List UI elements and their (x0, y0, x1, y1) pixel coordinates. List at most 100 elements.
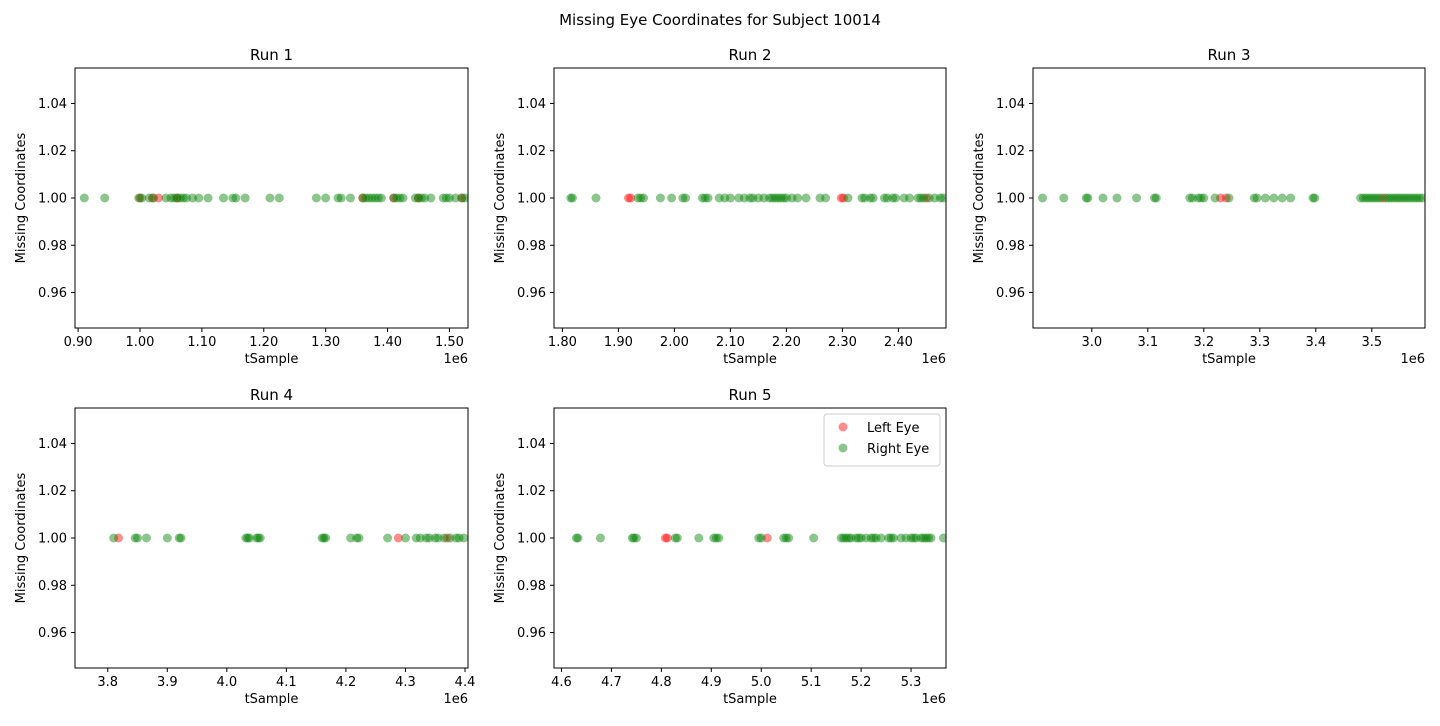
point-right-eye (370, 193, 380, 203)
point-left-eye (393, 533, 403, 543)
point-right-eye (899, 193, 909, 203)
point-right-eye (591, 193, 601, 203)
point-right-eye (767, 193, 777, 203)
y-tick-label: 1.04 (996, 97, 1025, 112)
y-tick-label: 1.00 (517, 192, 546, 207)
x-offset-label: 1e6 (921, 352, 946, 367)
x-tick-label: 3.0 (1081, 335, 1102, 350)
subplot-title: Run 4 (250, 386, 293, 404)
point-right-eye (144, 193, 154, 203)
point-right-eye (457, 193, 467, 203)
point-right-eye (240, 193, 250, 203)
point-right-eye (400, 533, 410, 543)
point-right-eye (413, 193, 423, 203)
point-right-eye (361, 193, 371, 203)
x-tick-label: 2.00 (660, 335, 689, 350)
x-tick-label: 1.30 (311, 335, 340, 350)
point-right-eye (720, 193, 730, 203)
point-right-eye (1151, 193, 1161, 203)
point-right-eye (809, 533, 819, 543)
point-right-eye (253, 533, 263, 543)
point-right-eye (410, 193, 420, 203)
point-left-eye (626, 193, 636, 203)
point-right-eye (857, 193, 867, 203)
subplot-run-3: 3.0 3.1 3.2 3.3 3.4 3.5 0.96 0.98 1.00 1.02 1.04 Ru… (972, 46, 1426, 367)
point-right-eye (879, 193, 889, 203)
point-right-eye (754, 533, 764, 543)
point-right-eye (854, 533, 864, 543)
point-right-eye (421, 533, 431, 543)
x-tick-label: 3.2 (1193, 335, 1214, 350)
point-right-eye (460, 193, 468, 203)
point-right-eye (1308, 193, 1318, 203)
point-right-eye (1356, 193, 1366, 203)
point-right-eye (203, 193, 213, 203)
points-group (1038, 193, 1425, 203)
point-right-eye (595, 533, 605, 543)
point-right-eye (1185, 193, 1195, 203)
point-right-eye (938, 193, 946, 203)
y-tick-label: 0.98 (517, 239, 546, 254)
point-right-eye (417, 193, 427, 203)
point-right-eye (759, 193, 769, 203)
point-right-eye (1277, 193, 1287, 203)
x-tick-label: 5.2 (851, 675, 872, 690)
point-right-eye (739, 193, 749, 203)
x-tick-label: 3.3 (1249, 335, 1270, 350)
x-tick-label: 5.1 (801, 675, 822, 690)
y-tick-label: 1.00 (996, 192, 1025, 207)
point-right-eye (801, 193, 811, 203)
point-right-eye (926, 533, 936, 543)
point-right-eye (639, 193, 649, 203)
point-right-eye (921, 533, 931, 543)
x-tick-label: 0.90 (64, 335, 93, 350)
x-tick-label: 1.80 (548, 335, 577, 350)
point-left-eye (172, 193, 182, 203)
point-right-eye (274, 193, 284, 203)
legend-marker (838, 443, 848, 453)
point-right-eye (793, 193, 803, 203)
point-left-eye (147, 193, 157, 203)
point-right-eye (321, 533, 331, 543)
point-right-eye (901, 533, 911, 543)
point-left-eye (1221, 193, 1231, 203)
point-right-eye (815, 193, 825, 203)
x-tick-label: 4.6 (551, 675, 572, 690)
point-right-eye (392, 193, 402, 203)
point-right-eye (714, 193, 724, 203)
point-right-eye (631, 533, 641, 543)
point-right-eye (866, 533, 876, 543)
point-right-eye (913, 193, 923, 203)
point-right-eye (888, 193, 898, 203)
point-right-eye (1409, 193, 1419, 203)
point-right-eye (389, 193, 399, 203)
point-right-eye (241, 533, 251, 543)
x-axis-label: tSample (723, 352, 777, 367)
x-tick-label: 5.3 (901, 675, 922, 690)
point-left-eye (762, 533, 772, 543)
point-right-eye (844, 533, 854, 543)
point-right-eye (868, 193, 878, 203)
x-tick-label: 3.9 (157, 675, 178, 690)
y-tick-label: 1.02 (517, 144, 546, 159)
point-left-eye (1378, 193, 1388, 203)
point-right-eye (1370, 193, 1380, 203)
point-right-eye (781, 193, 791, 203)
point-right-eye (1098, 193, 1108, 203)
point-right-eye (1384, 193, 1394, 203)
point-left-eye (660, 533, 670, 543)
point-right-eye (1417, 193, 1425, 203)
point-right-eye (438, 193, 448, 203)
point-right-eye (1188, 193, 1198, 203)
point-left-eye (413, 193, 423, 203)
point-right-eye (655, 193, 665, 203)
point-right-eye (411, 533, 421, 543)
point-right-eye (172, 193, 182, 203)
x-tick-label: 4.9 (701, 675, 722, 690)
legend-label: Left Eye (867, 421, 920, 436)
point-right-eye (909, 533, 919, 543)
point-right-eye (667, 193, 677, 203)
point-right-eye (924, 533, 934, 543)
point-right-eye (1269, 193, 1279, 203)
point-right-eye (734, 193, 744, 203)
